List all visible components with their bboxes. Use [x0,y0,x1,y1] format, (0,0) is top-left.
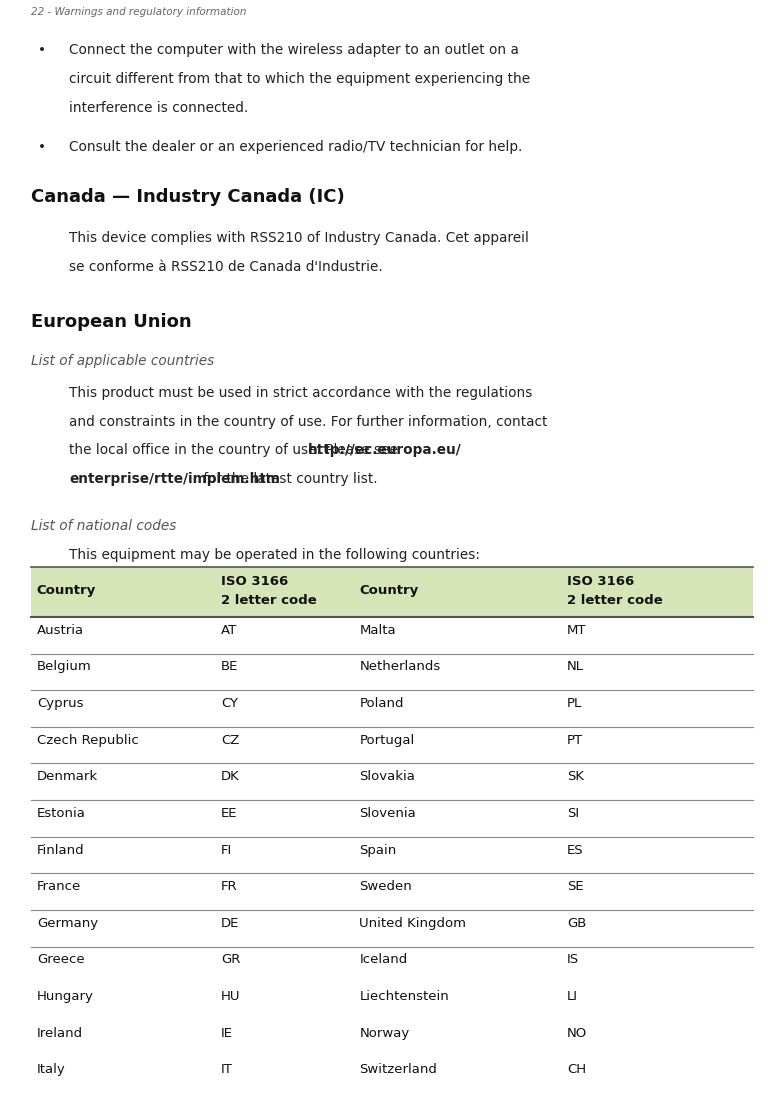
Text: DE: DE [221,916,240,929]
Text: circuit different from that to which the equipment experiencing the: circuit different from that to which the… [69,72,530,87]
Text: Greece: Greece [37,954,84,967]
Text: Poland: Poland [359,697,404,710]
Text: This product must be used in strict accordance with the regulations: This product must be used in strict acco… [69,386,532,400]
Text: BE: BE [221,661,239,673]
Text: SE: SE [567,880,584,893]
Text: Liechtenstein: Liechtenstein [359,990,449,1003]
Text: SI: SI [567,807,579,820]
Text: List of national codes: List of national codes [31,518,176,533]
Text: This equipment may be operated in the following countries:: This equipment may be operated in the fo… [69,548,480,561]
Text: NL: NL [567,661,584,673]
Text: Denmark: Denmark [37,770,98,784]
Text: EE: EE [221,807,237,820]
Text: 22 - Warnings and regulatory information: 22 - Warnings and regulatory information [31,7,247,16]
Text: Estonia: Estonia [37,807,86,820]
Text: ISO 3166: ISO 3166 [221,574,289,587]
Text: HU: HU [221,990,240,1003]
Text: Slovenia: Slovenia [359,807,416,820]
Text: Cyprus: Cyprus [37,697,84,710]
Text: IE: IE [221,1027,233,1040]
Text: IS: IS [567,954,579,967]
Text: List of applicable countries: List of applicable countries [31,354,214,368]
Text: Norway: Norway [359,1027,409,1040]
Text: MT: MT [567,624,586,637]
Text: Austria: Austria [37,624,84,637]
Text: DK: DK [221,770,240,784]
Text: Country: Country [37,584,96,597]
Text: GR: GR [221,954,240,967]
Text: United Kingdom: United Kingdom [359,916,466,929]
Text: Belgium: Belgium [37,661,91,673]
Text: FR: FR [221,880,238,893]
Text: FI: FI [221,844,233,856]
Text: Slovakia: Slovakia [359,770,415,784]
Text: Germany: Germany [37,916,98,929]
Text: Consult the dealer or an experienced radio/TV technician for help.: Consult the dealer or an experienced rad… [69,140,522,153]
Text: Malta: Malta [359,624,396,637]
Text: CZ: CZ [221,733,240,746]
Text: se conforme à RSS210 de Canada d'Industrie.: se conforme à RSS210 de Canada d'Industr… [69,260,383,274]
Text: PL: PL [567,697,582,710]
Text: Switzerland: Switzerland [359,1063,437,1076]
Text: Finland: Finland [37,844,84,856]
Text: Spain: Spain [359,844,397,856]
Text: Country: Country [359,584,419,597]
Text: ISO 3166: ISO 3166 [567,574,634,587]
Text: European Union: European Union [31,313,191,331]
Text: Ireland: Ireland [37,1027,83,1040]
Text: LI: LI [567,990,578,1003]
Text: enterprise/rtte/implem.htm: enterprise/rtte/implem.htm [69,472,280,487]
Text: 2 letter code: 2 letter code [221,594,317,607]
Text: Canada — Industry Canada (IC): Canada — Industry Canada (IC) [31,189,345,206]
Text: Netherlands: Netherlands [359,661,441,673]
Text: France: France [37,880,81,893]
Text: AT: AT [221,624,237,637]
Text: Portugal: Portugal [359,733,415,746]
Text: Iceland: Iceland [359,954,408,967]
Text: CH: CH [567,1063,586,1076]
Text: interference is connected.: interference is connected. [69,101,248,115]
Text: ES: ES [567,844,584,856]
Text: NO: NO [567,1027,587,1040]
Text: GB: GB [567,916,586,929]
Text: SK: SK [567,770,584,784]
Text: 2 letter code: 2 letter code [567,594,663,607]
Text: IT: IT [221,1063,233,1076]
Text: Czech Republic: Czech Republic [37,733,138,746]
Text: http://ec.europa.eu/: http://ec.europa.eu/ [308,444,462,457]
Text: and constraints in the country of use. For further information, contact: and constraints in the country of use. F… [69,414,548,429]
Text: the local office in the country of use. Please see: the local office in the country of use. … [69,444,402,457]
FancyBboxPatch shape [31,567,753,617]
Text: PT: PT [567,733,583,746]
Text: Hungary: Hungary [37,990,94,1003]
Text: This device complies with RSS210 of Industry Canada. Cet appareil: This device complies with RSS210 of Indu… [69,231,529,246]
Text: Connect the computer with the wireless adapter to an outlet on a: Connect the computer with the wireless a… [69,44,519,57]
Text: •: • [38,44,46,57]
Text: •: • [38,140,46,153]
Text: Sweden: Sweden [359,880,412,893]
Text: for the latest country list.: for the latest country list. [199,472,378,487]
Text: Italy: Italy [37,1063,65,1076]
Text: CY: CY [221,697,238,710]
